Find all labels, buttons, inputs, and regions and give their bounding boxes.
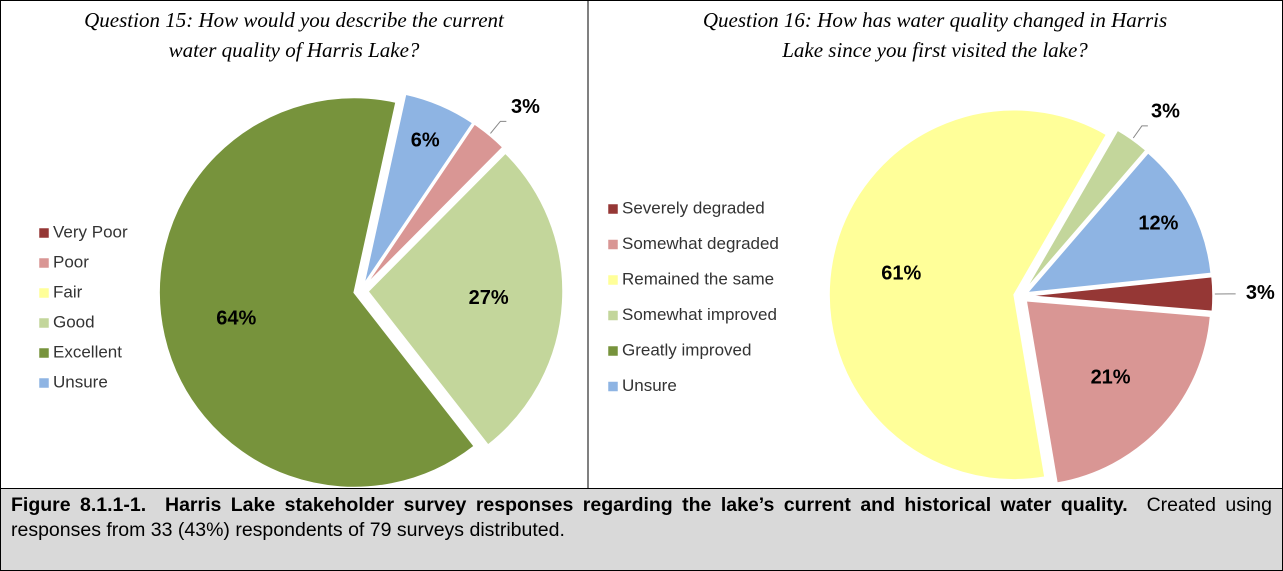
legend-swatch xyxy=(607,203,619,215)
legend-swatch xyxy=(38,377,50,389)
pie-slice xyxy=(1025,151,1213,294)
caption-text: Created using responses from 33 (43%) re… xyxy=(11,494,1272,541)
legend-swatch xyxy=(607,274,619,286)
data-label: 6% xyxy=(411,129,440,151)
legend-label: Greatly improved xyxy=(622,340,751,359)
legend-label: Poor xyxy=(53,252,89,271)
legend-label: Fair xyxy=(53,282,83,301)
legend-label: Unsure xyxy=(53,372,108,391)
pie-slice xyxy=(363,93,474,285)
legend-label: Somewhat improved xyxy=(622,305,777,324)
caption-title: Harris Lake stakeholder survey responses… xyxy=(164,494,1128,516)
pie-slice xyxy=(1025,299,1212,485)
title-line: water quality of Harris Lake? xyxy=(169,38,420,62)
data-label: 61% xyxy=(881,263,921,285)
data-label: 3% xyxy=(511,96,540,118)
legend-swatch xyxy=(607,381,619,392)
leader-line xyxy=(1132,125,1148,139)
legend-swatch xyxy=(38,317,50,329)
chart-title: Question 16: How has water quality chang… xyxy=(703,8,1167,62)
data-label: 27% xyxy=(469,287,509,309)
title-line: Question 16: How has water quality chang… xyxy=(703,8,1167,32)
pie-slice xyxy=(1027,275,1214,313)
legend-label: Somewhat degraded xyxy=(622,234,779,253)
title-line: Lake since you first visited the lake? xyxy=(781,38,1088,62)
charts: Question 15: How would you describe the … xyxy=(38,1,1275,488)
data-label: 64% xyxy=(216,308,256,330)
data-label: 3% xyxy=(1151,101,1180,123)
legend-swatch xyxy=(38,347,50,359)
legend-label: Very Poor xyxy=(53,222,128,241)
pie-slice xyxy=(365,147,504,287)
caption: Figure 8.1.1-1. Harris Lake stakeholder … xyxy=(1,488,1282,570)
pie-slice xyxy=(158,96,476,488)
legend-label: Remained the same xyxy=(622,269,774,288)
legend-label: Excellent xyxy=(53,342,122,361)
pie-slice xyxy=(366,151,564,447)
legend-swatch xyxy=(607,345,619,357)
pie-slice xyxy=(828,109,1108,481)
legend-swatch xyxy=(607,310,619,321)
legend-swatch xyxy=(38,287,50,299)
legend-swatch xyxy=(38,227,50,239)
title-line: Question 15: How would you describe the … xyxy=(84,8,505,32)
data-label: 12% xyxy=(1138,212,1178,234)
data-label: 21% xyxy=(1091,367,1131,389)
legend-label: Unsure xyxy=(622,376,677,395)
caption-label: Figure 8.1.1-1. xyxy=(11,494,147,516)
legend-label: Severely degraded xyxy=(622,198,765,217)
legend-swatch xyxy=(38,257,50,269)
data-label: 3% xyxy=(1246,282,1275,304)
chart-title: Question 15: How would you describe the … xyxy=(84,8,505,62)
leader-line xyxy=(490,120,507,134)
legend-swatch xyxy=(607,239,619,250)
legend-label: Good xyxy=(53,312,95,331)
